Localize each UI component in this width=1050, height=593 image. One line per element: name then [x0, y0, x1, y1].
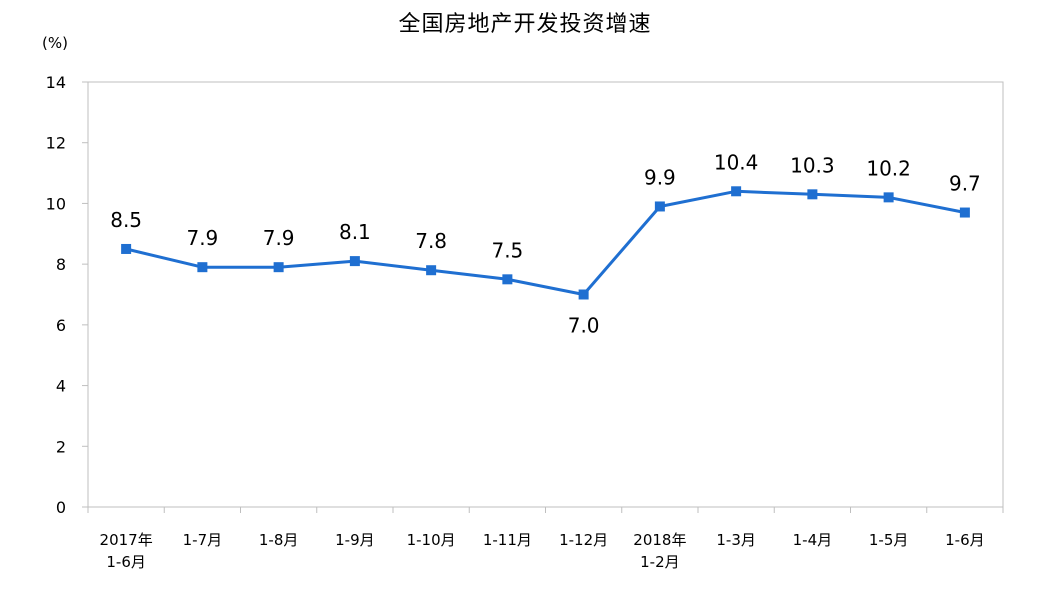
- y-tick-label: 12: [46, 134, 66, 153]
- chart-title: 全国房地产开发投资增速: [398, 12, 652, 37]
- data-label: 7.8: [415, 229, 447, 253]
- data-point-marker: [502, 274, 513, 285]
- data-point-marker: [273, 262, 284, 273]
- y-tick-label: 4: [56, 377, 66, 396]
- data-labels: 8.5 7.9 7.9 8.1 7.8 7.5 7.0 9.9 10.4 10.3 10.2 9.7: [110, 150, 981, 337]
- series-line: [125, 189, 966, 296]
- x-tick-label: 1-6月: [945, 531, 985, 549]
- x-tick-label: 1-10月: [407, 531, 456, 549]
- y-tick-label: 14: [46, 73, 66, 92]
- x-tick-label: 2018年 1-2月: [633, 531, 686, 571]
- x-tick-label: 1-3月: [716, 531, 756, 549]
- x-tick-label: 1-8月: [259, 531, 299, 549]
- y-tick-label: 6: [56, 316, 66, 335]
- data-point-marker: [349, 256, 360, 267]
- x-tick-label: 1-11月: [483, 531, 532, 549]
- data-point-marker: [197, 262, 208, 273]
- data-label: 9.9: [644, 165, 676, 189]
- y-tick-label: 10: [46, 194, 66, 213]
- data-label: 7.9: [186, 226, 218, 250]
- data-point-marker: [426, 265, 437, 276]
- data-label: 7.5: [491, 238, 523, 262]
- data-label: 10.4: [714, 150, 759, 174]
- x-tick-label: 1-7月: [183, 531, 223, 549]
- data-markers: [121, 186, 970, 300]
- data-label: 7.0: [568, 314, 600, 338]
- data-point-marker: [731, 186, 742, 197]
- y-axis-ticks: 0 2 4 6 8 10 12 14: [46, 73, 88, 517]
- x-tick-label: 2017年 1-6月: [100, 531, 153, 571]
- data-point-marker: [807, 189, 818, 200]
- data-point-marker: [121, 243, 132, 254]
- x-axis-ticks: 2017年 1-6月 1-7月 1-8月 1-9月 1-10月 1-11月 1-12月 2018…: [87, 507, 1004, 571]
- data-label: 8.1: [339, 220, 371, 244]
- y-tick-label: 0: [56, 498, 66, 517]
- data-label: 10.2: [866, 156, 911, 180]
- y-tick-label: 2: [56, 437, 66, 456]
- x-tick-label: 1-5月: [869, 531, 909, 549]
- x-tick-label: 1-4月: [793, 531, 833, 549]
- data-point-marker: [654, 201, 665, 212]
- y-tick-label: 8: [56, 255, 66, 274]
- plot-area-frame: [87, 81, 1004, 508]
- y-axis-unit-label: (%): [42, 34, 68, 52]
- data-point-marker: [578, 289, 589, 300]
- data-label: 7.9: [263, 226, 295, 250]
- data-point-marker: [883, 192, 894, 203]
- data-point-marker: [959, 207, 970, 218]
- x-tick-label: 1-12月: [559, 531, 608, 549]
- data-label: 10.3: [790, 153, 835, 177]
- data-label: 9.7: [949, 172, 981, 196]
- x-tick-label: 1-9月: [335, 531, 375, 549]
- data-label: 8.5: [110, 208, 142, 232]
